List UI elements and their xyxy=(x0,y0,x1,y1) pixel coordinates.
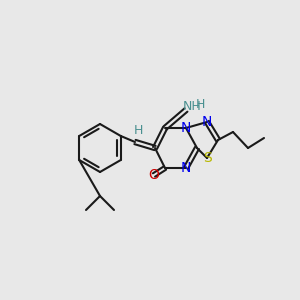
Text: S: S xyxy=(202,151,211,165)
Text: NH: NH xyxy=(183,100,201,113)
Text: N: N xyxy=(181,161,191,175)
Text: H: H xyxy=(133,124,143,136)
Text: N: N xyxy=(202,115,212,129)
Text: H: H xyxy=(195,98,205,112)
Text: O: O xyxy=(148,168,159,182)
Text: N: N xyxy=(181,121,191,135)
